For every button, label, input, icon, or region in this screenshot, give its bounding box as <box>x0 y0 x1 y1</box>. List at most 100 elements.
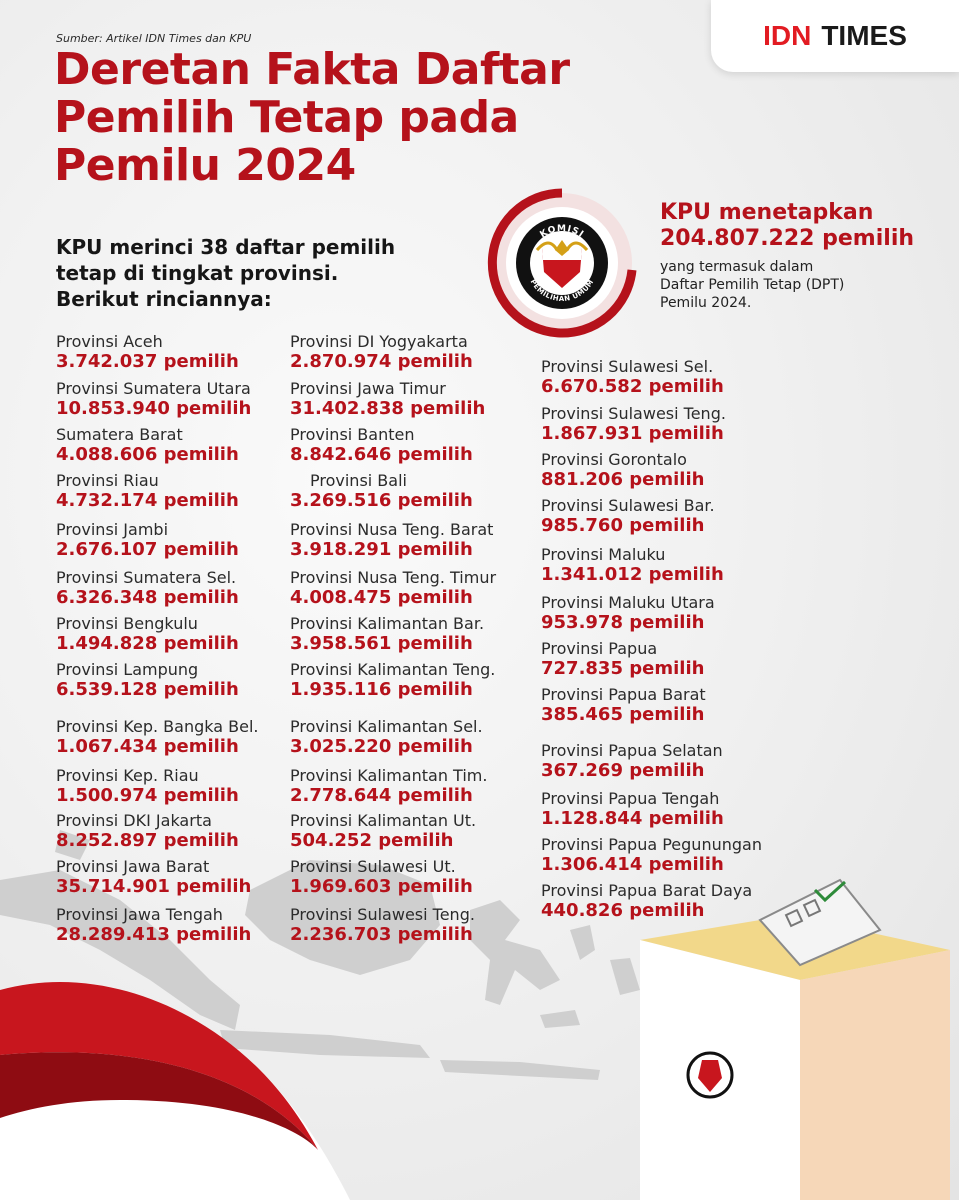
list-item: Provinsi Sumatera Utara 10.853.940 pemili… <box>56 379 251 420</box>
voter-count: 3.025.220 pemilih <box>290 736 473 757</box>
province-name: Provinsi Papua <box>541 639 658 658</box>
voter-count: 3.958.561 pemilih <box>290 633 473 654</box>
voter-count: 28.289.413 pemilih <box>56 924 252 945</box>
province-name: Provinsi Kalimantan Ut. <box>290 811 477 830</box>
voter-count: 1.494.828 pemilih <box>56 633 239 654</box>
intro-line: Berikut rinciannya: <box>56 287 272 311</box>
title-line: Deretan Fakta Daftar <box>54 44 570 95</box>
list-item: Provinsi Sulawesi Bar. 985.760 pemilih <box>541 496 715 537</box>
province-name: Provinsi Maluku <box>541 545 666 564</box>
voter-count: 953.978 pemilih <box>541 612 705 633</box>
highlight-number: 204.807.222 pemilih <box>660 226 915 251</box>
total-highlight: KPU menetapkan 204.807.222 pemilih yang … <box>660 200 950 312</box>
list-item: Provinsi Riau 4.732.174 pemilih <box>56 471 239 512</box>
list-item: Provinsi DKI Jakarta 8.252.897 pemilih <box>56 811 239 852</box>
province-name: Provinsi Jawa Barat <box>56 857 210 876</box>
voter-count: 1.935.116 pemilih <box>290 679 473 700</box>
voter-count: 2.870.974 pemilih <box>290 351 473 372</box>
brand-times-text: TIMES <box>821 20 907 51</box>
province-name: Provinsi Papua Selatan <box>541 741 723 760</box>
list-item: Provinsi Kalimantan Teng. 1.935.116 pemil… <box>290 660 495 701</box>
list-item: Provinsi Bali 3.269.516 pemilih <box>290 471 473 512</box>
province-name: Provinsi Kalimantan Bar. <box>290 614 485 633</box>
voter-count: 2.778.644 pemilih <box>290 785 473 806</box>
highlight-desc-line: yang termasuk dalam <box>660 259 814 275</box>
intro-line: tetap di tingkat provinsi. <box>56 261 339 285</box>
page-title: Deretan Fakta Daftar Pemilih Tetap pada … <box>54 46 654 190</box>
list-item: Provinsi Gorontalo 881.206 pemilih <box>541 450 704 491</box>
province-name: Provinsi Bengkulu <box>56 614 198 633</box>
province-name: Provinsi Sulawesi Ut. <box>290 857 456 876</box>
voter-count: 1.500.974 pemilih <box>56 785 239 806</box>
title-line: Pemilu 2024 <box>54 140 356 191</box>
list-item: Provinsi Kalimantan Ut. 504.252 pemilih <box>290 811 476 852</box>
list-item: Provinsi Sulawesi Teng. 2.236.703 pemilih <box>290 905 475 946</box>
province-name: Provinsi Maluku Utara <box>541 593 715 612</box>
list-item: Provinsi Kep. Riau 1.500.974 pemilih <box>56 766 239 807</box>
province-name: Provinsi Kep. Bangka Bel. <box>56 717 259 736</box>
highlight-description: yang termasuk dalam Daftar Pemilih Tetap… <box>660 258 910 312</box>
voter-count: 1.067.434 pemilih <box>56 736 239 757</box>
voter-count: 4.732.174 pemilih <box>56 490 239 511</box>
highlight-desc-line: Pemilu 2024. <box>660 295 752 311</box>
province-name: Provinsi Kalimantan Teng. <box>290 660 496 679</box>
province-name: Provinsi Papua Barat Daya <box>541 881 753 900</box>
province-name: Provinsi Gorontalo <box>541 450 687 469</box>
voter-count: 3.918.291 pemilih <box>290 539 473 560</box>
intro-text: KPU merinci 38 daftar pemilih tetap di t… <box>56 234 476 312</box>
voter-count: 10.853.940 pemilih <box>56 398 252 419</box>
province-name: Provinsi Sulawesi Sel. <box>541 357 714 376</box>
list-item: Provinsi Papua 727.835 pemilih <box>541 639 704 680</box>
list-item: Provinsi Aceh 3.742.037 pemilih <box>56 332 239 373</box>
indonesia-map-illustration <box>0 830 640 1080</box>
list-item: Provinsi Nusa Teng. Timur 4.008.475 pemil… <box>290 568 496 609</box>
voter-count: 3.269.516 pemilih <box>290 490 473 511</box>
list-item: Provinsi Papua Tengah 1.128.844 pemilih <box>541 789 724 830</box>
province-name: Provinsi Nusa Teng. Timur <box>290 568 497 587</box>
province-name: Provinsi Sulawesi Teng. <box>541 404 726 423</box>
province-name: Provinsi Papua Tengah <box>541 789 720 808</box>
voter-count: 8.842.646 pemilih <box>290 444 473 465</box>
list-item: Provinsi Sulawesi Ut. 1.969.603 pemilih <box>290 857 473 898</box>
province-name: Provinsi Sulawesi Teng. <box>290 905 475 924</box>
province-name: Provinsi Banten <box>290 425 415 444</box>
voter-count: 6.326.348 pemilih <box>56 587 239 608</box>
province-name: Provinsi Lampung <box>56 660 199 679</box>
flag-wave-illustration <box>0 981 350 1200</box>
list-item: Provinsi Papua Pegunungan 1.306.414 pemil… <box>541 835 762 876</box>
province-name: Provinsi Aceh <box>56 332 163 351</box>
list-item: Provinsi Papua Selatan 367.269 pemilih <box>541 741 723 782</box>
voter-count: 727.835 pemilih <box>541 658 705 679</box>
list-item: Provinsi Bengkulu 1.494.828 pemilih <box>56 614 239 655</box>
province-name: Provinsi DI Yogyakarta <box>290 332 468 351</box>
list-item: Provinsi Kep. Bangka Bel. 1.067.434 pemil… <box>56 717 258 758</box>
voter-count: 504.252 pemilih <box>290 830 454 851</box>
province-name: Provinsi Papua Barat <box>541 685 706 704</box>
province-name: Provinsi Kalimantan Sel. <box>290 717 483 736</box>
voter-count: 985.760 pemilih <box>541 515 705 536</box>
voter-count: 31.402.838 pemilih <box>290 398 486 419</box>
province-name: Provinsi Riau <box>56 471 159 490</box>
list-item: Provinsi Papua Barat 385.465 pemilih <box>541 685 706 726</box>
list-item: Provinsi Kalimantan Bar. 3.958.561 pemili… <box>290 614 484 655</box>
voter-count: 2.676.107 pemilih <box>56 539 239 560</box>
list-item: Provinsi Sulawesi Sel. 6.670.582 pemilih <box>541 357 724 398</box>
province-name: Provinsi Bali <box>310 471 407 490</box>
svg-text:KOMISI: KOMISI <box>539 224 586 240</box>
list-item: Provinsi Maluku Utara 953.978 pemilih <box>541 593 715 634</box>
voter-count: 4.088.606 pemilih <box>56 444 239 465</box>
list-item: Provinsi Jawa Timur 31.402.838 pemilih <box>290 379 485 420</box>
voter-count: 385.465 pemilih <box>541 704 705 725</box>
list-item: Provinsi Nusa Teng. Barat 3.918.291 pemil… <box>290 520 493 561</box>
province-name: Sumatera Barat <box>56 425 183 444</box>
province-name: Provinsi Sumatera Sel. <box>56 568 237 587</box>
list-item: Provinsi Maluku 1.341.012 pemilih <box>541 545 724 586</box>
voter-count: 6.670.582 pemilih <box>541 376 724 397</box>
title-line: Pemilih Tetap pada <box>54 92 519 143</box>
source-note: Sumber: Artikel IDN Times dan KPU <box>56 32 252 45</box>
voter-count: 1.341.012 pemilih <box>541 564 724 585</box>
province-name: Provinsi Sulawesi Bar. <box>541 496 715 515</box>
voter-count: 3.742.037 pemilih <box>56 351 239 372</box>
voter-count: 367.269 pemilih <box>541 760 705 781</box>
voter-count: 6.539.128 pemilih <box>56 679 239 700</box>
